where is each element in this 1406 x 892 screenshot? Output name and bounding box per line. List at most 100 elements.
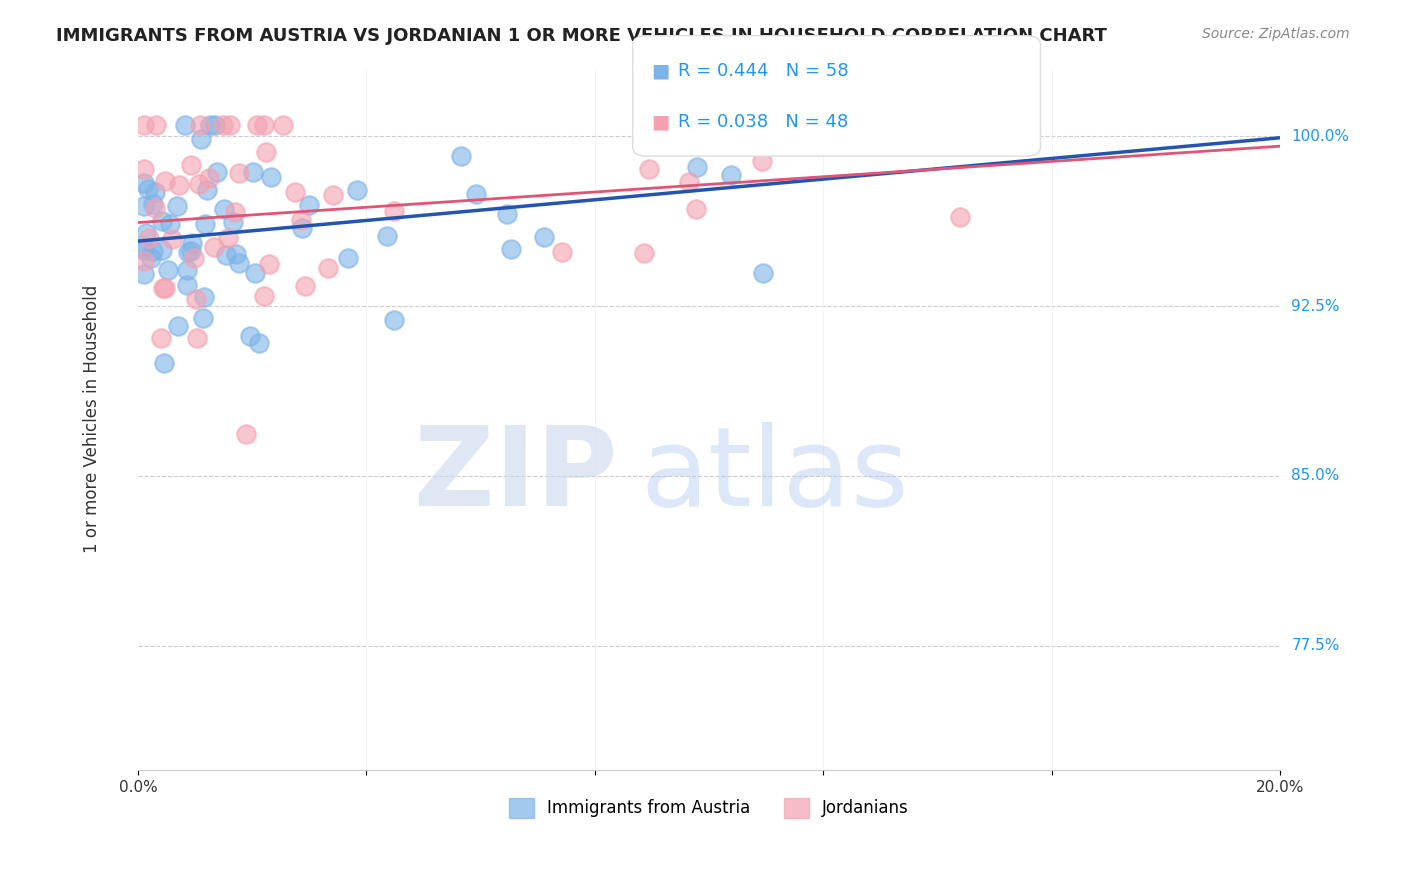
Point [143, 201, 166, 215]
Point [382, 313, 405, 327]
Point [166, 199, 188, 213]
Point [949, 210, 972, 224]
Point [271, 118, 294, 132]
Point [751, 153, 773, 168]
Point [752, 266, 775, 280]
Point [153, 356, 176, 370]
Point [159, 217, 181, 231]
Point [925, 122, 948, 136]
Point [253, 118, 276, 132]
Point [166, 319, 188, 334]
Point [382, 204, 405, 219]
Point [167, 178, 190, 193]
Point [284, 185, 307, 199]
Point [221, 215, 243, 229]
Point [142, 244, 165, 258]
Point [174, 118, 197, 132]
Point [247, 336, 270, 351]
Point [633, 245, 655, 260]
Point [253, 289, 276, 303]
Text: 100.0%: 100.0% [1291, 129, 1350, 144]
Point [806, 118, 828, 132]
Point [212, 118, 235, 132]
Point [336, 251, 359, 265]
Point [375, 228, 398, 243]
Point [218, 118, 240, 132]
Point [132, 253, 155, 268]
Text: ■: ■ [651, 62, 669, 81]
Text: 85.0%: 85.0% [1291, 468, 1340, 483]
Point [138, 182, 160, 196]
Point [183, 252, 205, 266]
Point [186, 331, 208, 345]
Point [290, 213, 312, 227]
Point [322, 187, 344, 202]
Point [254, 145, 277, 160]
Point [235, 427, 257, 442]
Point [291, 221, 314, 235]
Point [499, 242, 522, 256]
Point [135, 226, 157, 240]
Text: atlas: atlas [640, 422, 908, 529]
Point [197, 171, 219, 186]
Point [134, 267, 156, 281]
Legend: Immigrants from Austria, Jordanians: Immigrants from Austria, Jordanians [502, 791, 915, 825]
Point [190, 132, 212, 146]
Point [150, 243, 173, 257]
Point [450, 149, 472, 163]
Text: IMMIGRANTS FROM AUSTRIA VS JORDANIAN 1 OR MORE VEHICLES IN HOUSEHOLD CORRELATION: IMMIGRANTS FROM AUSTRIA VS JORDANIAN 1 O… [56, 27, 1107, 45]
Point [180, 158, 202, 172]
Point [143, 185, 166, 199]
Point [198, 118, 221, 132]
Point [346, 184, 368, 198]
Point [257, 257, 280, 271]
Point [638, 161, 661, 176]
Point [678, 175, 700, 189]
Point [890, 135, 912, 149]
Point [195, 182, 218, 196]
Point [242, 165, 264, 179]
Point [246, 118, 269, 132]
Point [139, 251, 162, 265]
Point [212, 202, 235, 216]
Point [152, 214, 174, 228]
Point [132, 118, 155, 132]
Point [160, 232, 183, 246]
Point [193, 290, 215, 304]
Point [685, 202, 707, 216]
Point [720, 168, 742, 182]
Point [177, 245, 200, 260]
Point [132, 161, 155, 176]
Point [150, 330, 173, 344]
Point [134, 241, 156, 255]
Point [298, 198, 321, 212]
Point [225, 247, 247, 261]
Point [190, 118, 212, 132]
Point [138, 230, 160, 244]
Point [132, 198, 155, 212]
Text: 1 or more Vehicles in Household: 1 or more Vehicles in Household [83, 285, 101, 553]
Point [194, 217, 217, 231]
Point [142, 197, 165, 211]
Point [202, 240, 225, 254]
Point [184, 292, 207, 306]
Point [152, 281, 174, 295]
Point [145, 118, 167, 132]
Text: R = 0.444   N = 58: R = 0.444 N = 58 [678, 62, 848, 80]
Point [181, 235, 204, 250]
Point [260, 169, 283, 184]
Point [205, 165, 228, 179]
Point [153, 174, 176, 188]
Point [228, 256, 250, 270]
Text: R = 0.038   N = 48: R = 0.038 N = 48 [678, 113, 848, 131]
Point [214, 248, 236, 262]
Text: Source: ZipAtlas.com: Source: ZipAtlas.com [1202, 27, 1350, 41]
Point [156, 262, 179, 277]
Point [294, 278, 316, 293]
Point [465, 187, 488, 202]
Point [316, 260, 339, 275]
Point [132, 176, 155, 190]
Point [132, 244, 155, 258]
Point [153, 281, 176, 295]
Point [204, 118, 226, 132]
